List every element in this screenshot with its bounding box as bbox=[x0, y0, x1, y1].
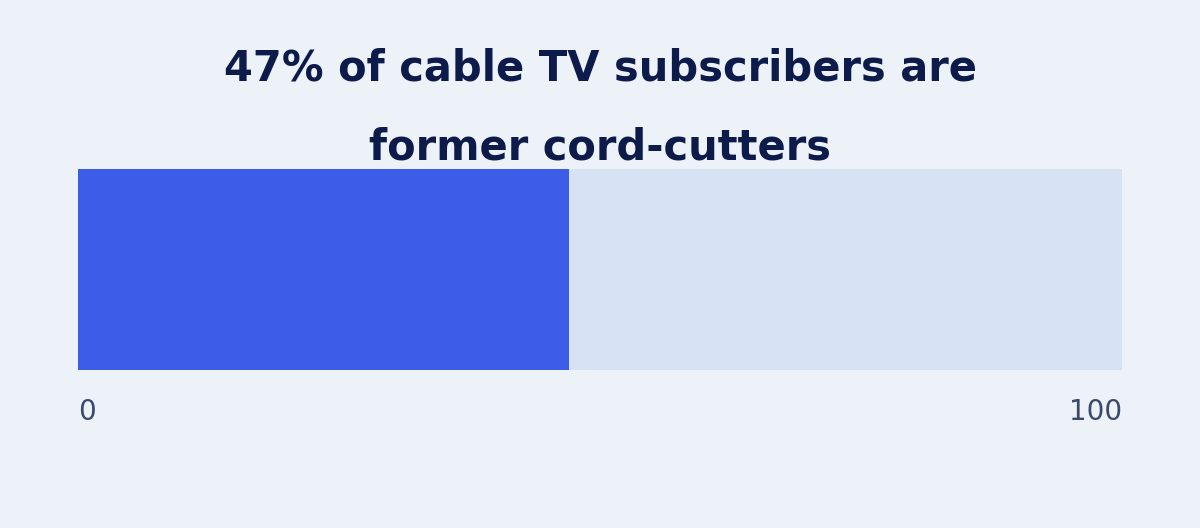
Text: 100: 100 bbox=[1069, 398, 1122, 426]
Bar bbox=[78, 169, 569, 370]
Text: 0: 0 bbox=[78, 398, 96, 426]
Text: former cord-cutters: former cord-cutters bbox=[370, 127, 830, 169]
Text: 47% of cable TV subscribers are: 47% of cable TV subscribers are bbox=[223, 48, 977, 90]
